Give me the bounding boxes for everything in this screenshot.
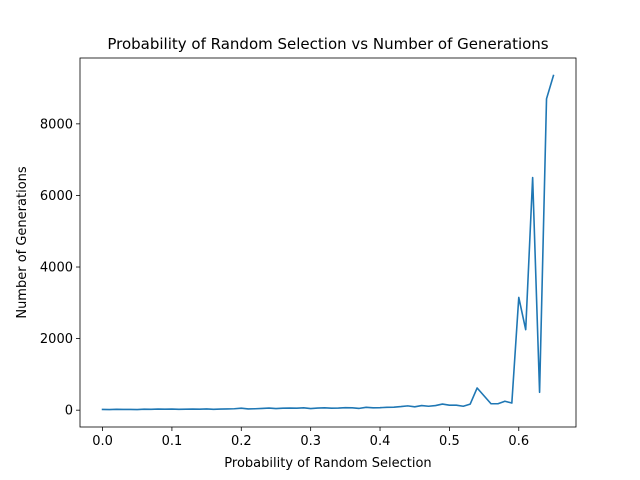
y-tick-label: 8000 (40, 117, 73, 132)
x-tick-label: 0.2 (231, 434, 252, 449)
y-tick-label: 4000 (40, 261, 73, 276)
y-tick-label: 0 (65, 404, 73, 419)
y-tick-label: 2000 (40, 332, 73, 347)
chart-title: Probability of Random Selection vs Numbe… (107, 35, 548, 53)
y-axis-label: Number of Generations (15, 166, 30, 319)
x-tick-label: 0.6 (508, 434, 529, 449)
x-tick-label: 0.3 (300, 434, 321, 449)
plot-area (101, 74, 555, 411)
axis-ticks: 0.0 0.1 0.2 0.3 0.4 0.5 0.6 0 2000 4000 6000 8000 (40, 117, 529, 449)
series-line (101, 74, 555, 411)
x-tick-label: 0.4 (370, 434, 391, 449)
x-tick-label: 0.0 (92, 434, 113, 449)
x-tick-label: 0.5 (439, 434, 460, 449)
axes-frame (79, 57, 577, 428)
x-tick-label: 0.1 (162, 434, 183, 449)
x-axis-label: Probability of Random Selection (224, 456, 431, 471)
y-tick-label: 6000 (40, 189, 73, 204)
